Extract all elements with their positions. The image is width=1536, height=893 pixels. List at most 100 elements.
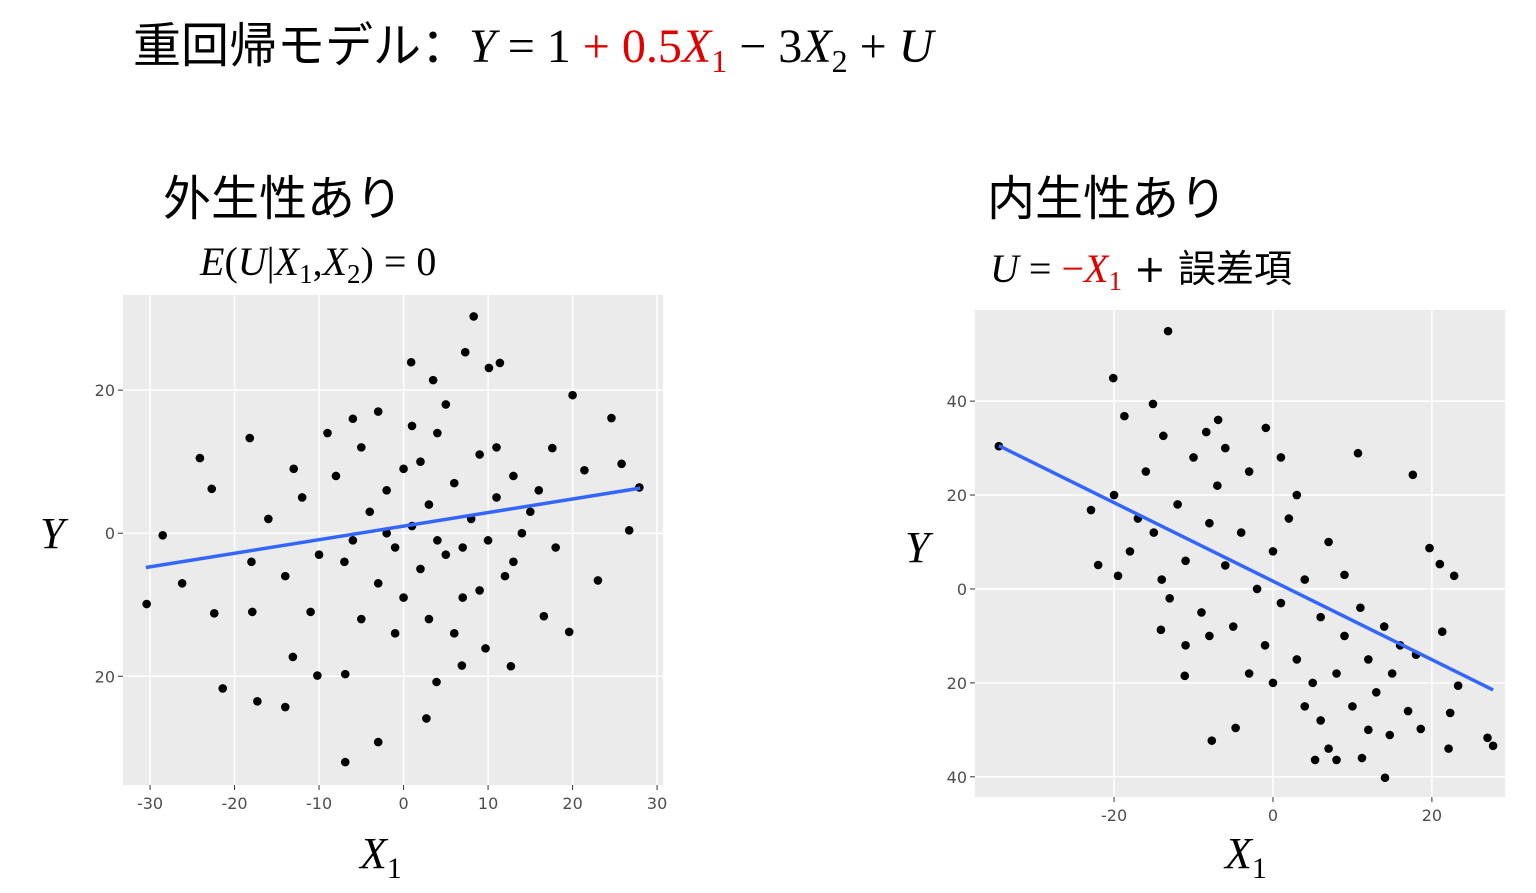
scatter-point xyxy=(280,571,290,581)
scatter-point xyxy=(1408,470,1418,480)
scatter-point xyxy=(331,471,341,481)
x-tick-label: 0 xyxy=(1268,806,1278,825)
sub-part: − xyxy=(1061,246,1084,291)
scatter-point xyxy=(517,528,527,538)
scatter-point xyxy=(424,614,434,624)
scatter-point xyxy=(1340,570,1349,580)
scatter-point xyxy=(1416,724,1426,734)
sub-part: U xyxy=(990,246,1022,291)
scatter-point xyxy=(1149,528,1159,537)
title-math: X xyxy=(680,20,713,73)
scatter-point xyxy=(323,428,332,438)
scatter-point xyxy=(1120,411,1129,421)
scatter-point xyxy=(1292,655,1302,664)
scatter-point xyxy=(1488,741,1498,751)
scatter-point xyxy=(534,485,544,495)
scatter-point xyxy=(1260,641,1270,650)
scatter-point xyxy=(1284,514,1294,523)
scatter-point xyxy=(1340,631,1349,641)
scatter-point xyxy=(1364,655,1373,664)
scatter-point xyxy=(245,433,255,443)
x-label-part: 1 xyxy=(1252,852,1267,885)
scatter-point xyxy=(340,757,350,767)
scatter-point xyxy=(1483,733,1492,743)
sub-part: 1 xyxy=(299,259,313,289)
fit-line xyxy=(145,486,641,570)
scatter-point xyxy=(1201,427,1211,437)
scatter-point xyxy=(564,627,574,637)
scatter-point xyxy=(449,478,459,488)
scatter-point xyxy=(1324,537,1333,547)
scatter-point xyxy=(568,390,577,400)
scatter-point xyxy=(1207,736,1217,745)
scatter-point xyxy=(433,428,442,438)
scatter-point xyxy=(390,543,400,552)
title-math: Y xyxy=(469,20,500,73)
scatter-point xyxy=(1244,669,1254,678)
scatter-point xyxy=(1108,373,1118,383)
scatter-point xyxy=(1332,755,1341,765)
x-tick-label: 20 xyxy=(1422,806,1442,825)
scatter-point xyxy=(1445,708,1455,718)
sub-part: X xyxy=(321,239,349,284)
scatter-point xyxy=(1308,678,1318,688)
scatter-point xyxy=(458,543,468,552)
scatter-point xyxy=(441,550,451,559)
x-label-part: X xyxy=(1223,829,1254,878)
sub-part: + 誤差項 xyxy=(1122,247,1292,291)
scatter-point xyxy=(390,629,400,638)
title-text: 重回帰モデル： xyxy=(133,18,469,74)
scatter-point xyxy=(1364,725,1373,735)
scatter-point xyxy=(1113,571,1123,581)
x-tick-label: -20 xyxy=(221,794,247,813)
y-axis-label: Y xyxy=(40,509,69,558)
scatter-point xyxy=(1189,453,1198,462)
scatter-point xyxy=(506,661,516,671)
chart-title: 内生性あり xyxy=(987,171,1227,227)
scatter-point xyxy=(382,528,391,538)
scatter-point xyxy=(509,557,518,567)
scatter-point xyxy=(1425,543,1434,553)
y-axis-label: Y xyxy=(905,523,934,572)
sub-part: = xyxy=(1019,246,1062,291)
scatter-point xyxy=(416,564,425,574)
scatter-point xyxy=(1173,500,1182,509)
scatter-point xyxy=(460,347,470,357)
scatter-point xyxy=(428,375,438,385)
title-math: + xyxy=(848,20,899,73)
y-tick-label: 20 xyxy=(95,381,115,400)
scatter-point xyxy=(357,443,366,452)
scatter-point xyxy=(373,578,383,588)
scatter-point xyxy=(1385,730,1395,740)
x-tick-label: 30 xyxy=(647,794,667,813)
sub-part: | xyxy=(267,239,275,284)
scatter-point xyxy=(1292,490,1302,500)
scatter-point xyxy=(313,671,322,680)
scatter-point xyxy=(475,586,484,595)
scatter-point xyxy=(357,614,366,624)
y-tick-label: 0 xyxy=(957,580,967,599)
scatter-point xyxy=(1236,528,1246,537)
plot-panel xyxy=(975,310,1505,797)
scatter-point xyxy=(399,464,408,474)
scatter-point xyxy=(1181,641,1190,650)
scatter-point xyxy=(280,702,290,712)
x-tick-label: -10 xyxy=(306,794,332,813)
sub-part: X xyxy=(273,239,301,284)
scatter-point xyxy=(469,312,479,321)
scatter-point xyxy=(407,421,417,431)
scatter-point xyxy=(207,484,217,494)
scatter-point xyxy=(1300,575,1310,584)
scatter-point xyxy=(1205,518,1214,528)
scatter-point xyxy=(1353,448,1363,458)
scatter-point xyxy=(1437,627,1447,636)
scatter-point xyxy=(289,464,299,474)
title-sub: 2 xyxy=(832,43,848,79)
scatter-point xyxy=(264,514,273,524)
scatter-point xyxy=(1276,598,1286,608)
scatter-point xyxy=(1231,723,1240,733)
scatter-point xyxy=(433,536,442,545)
sub-part: E xyxy=(199,239,224,284)
x-tick-label: -20 xyxy=(1101,806,1127,825)
